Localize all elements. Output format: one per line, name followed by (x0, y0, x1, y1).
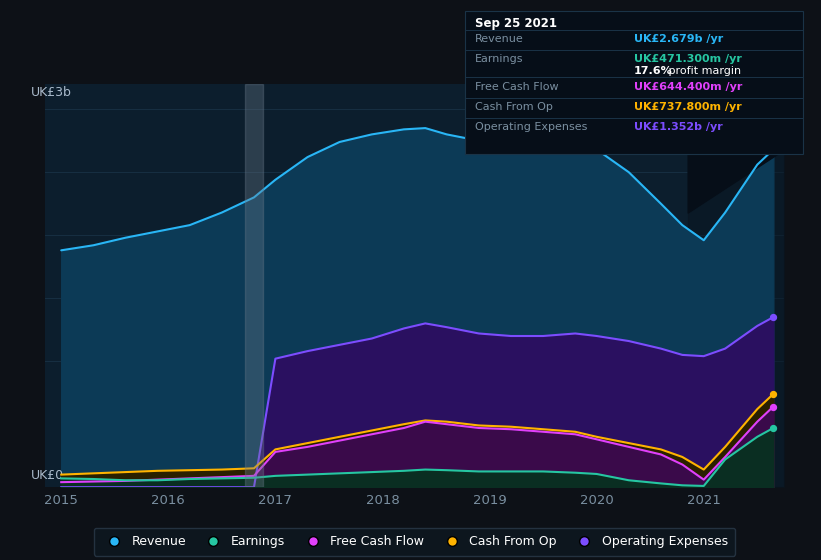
Point (767, 390, 780, 399)
Point (767, 402, 780, 411)
Text: UK£737.800m /yr: UK£737.800m /yr (634, 101, 741, 111)
Text: UK£644.400m /yr: UK£644.400m /yr (634, 82, 742, 91)
Text: UK£2.679b /yr: UK£2.679b /yr (634, 34, 723, 44)
Text: UK£0: UK£0 (30, 469, 63, 482)
Text: Sep 25 2021: Sep 25 2021 (475, 17, 557, 30)
Text: UK£471.300m /yr: UK£471.300m /yr (634, 54, 741, 64)
Bar (245, 84, 263, 487)
Text: UK£1.352b /yr: UK£1.352b /yr (634, 122, 722, 132)
Point (767, 312, 780, 321)
Text: Earnings: Earnings (475, 54, 523, 64)
Text: Revenue: Revenue (475, 34, 523, 44)
Text: Cash From Op: Cash From Op (475, 101, 553, 111)
Text: 17.6%: 17.6% (634, 66, 672, 76)
Text: profit margin: profit margin (665, 66, 741, 76)
Point (767, 423, 780, 432)
Legend: Revenue, Earnings, Free Cash Flow, Cash From Op, Operating Expenses: Revenue, Earnings, Free Cash Flow, Cash … (94, 528, 736, 556)
Text: Free Cash Flow: Free Cash Flow (475, 82, 558, 91)
Text: UK£3b: UK£3b (30, 86, 71, 99)
Point (767, 145, 780, 154)
Text: Operating Expenses: Operating Expenses (475, 122, 587, 132)
